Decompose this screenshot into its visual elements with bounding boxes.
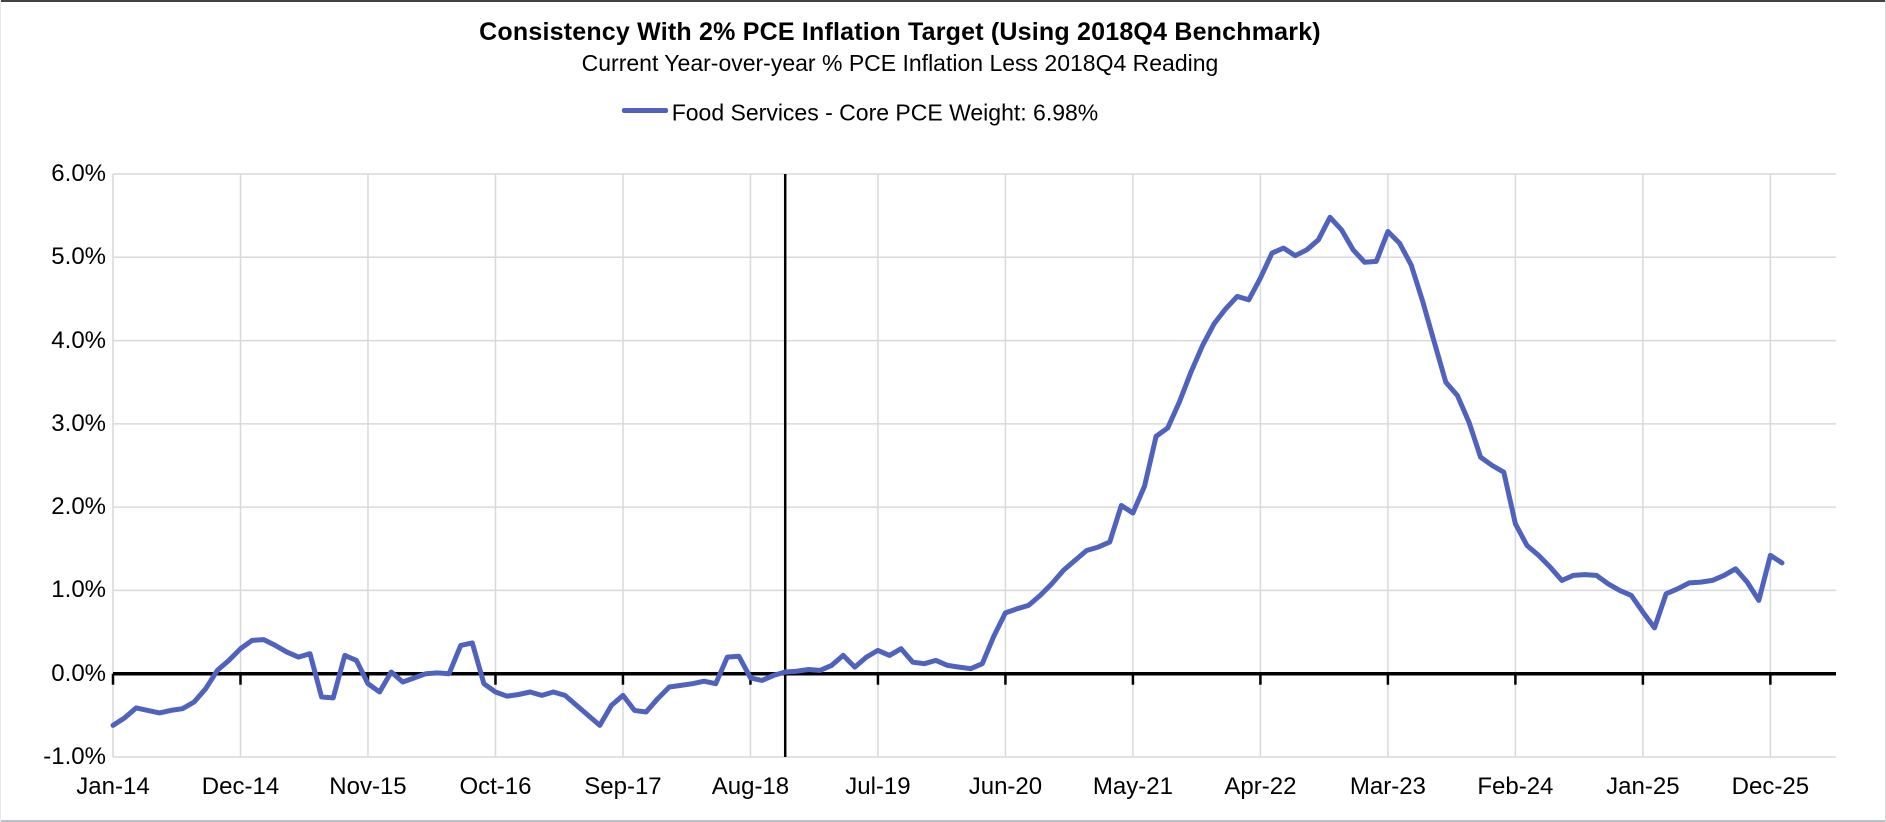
y-tick-label: 3.0% [51,409,106,437]
legend: Food Services - Core PCE Weight: 6.98% [0,98,1720,128]
x-tick-label: Aug-18 [711,773,790,800]
x-tick-label: Dec-25 [1731,773,1810,800]
x-tick-label: Jan-25 [1606,773,1680,800]
x-tick-label: Dec-14 [201,773,280,800]
x-tick-label: Jan-14 [76,773,150,800]
x-tick-label: Oct-16 [459,773,532,800]
screenshot-top-edge [0,0,1886,2]
x-tick-label: Jul-19 [845,773,911,800]
y-tick-label: 4.0% [51,326,106,354]
x-tick-label: Jun-20 [968,773,1043,800]
y-tick-label: 1.0% [51,576,106,604]
y-tick-label: -1.0% [43,743,106,770]
x-tick-label: Nov-15 [329,773,407,800]
x-tick-label: Mar-23 [1349,773,1426,800]
y-tick-label: 6.0% [51,160,106,187]
x-tick-label: May-21 [1092,773,1173,800]
screenshot-bottom-edge [0,820,1886,822]
series-line-food-services [110,214,1785,728]
y-tick-label: 0.0% [51,659,106,687]
x-tick-label: Apr-22 [1224,773,1297,800]
y-tick-label: 2.0% [51,493,106,521]
y-tick-label: 5.0% [51,243,106,271]
chart-title: Consistency With 2% PCE Inflation Target… [479,18,1321,46]
screenshot-left-edge [0,0,1,822]
legend-label: Food Services - Core PCE Weight: 6.98% [671,99,1099,126]
legend-line-marker [621,108,668,114]
x-tick-label: Feb-24 [1477,773,1554,800]
x-tick-label: Sep-17 [584,773,662,800]
chart-subtitle: Current Year-over-year % PCE Inflation L… [581,50,1219,76]
